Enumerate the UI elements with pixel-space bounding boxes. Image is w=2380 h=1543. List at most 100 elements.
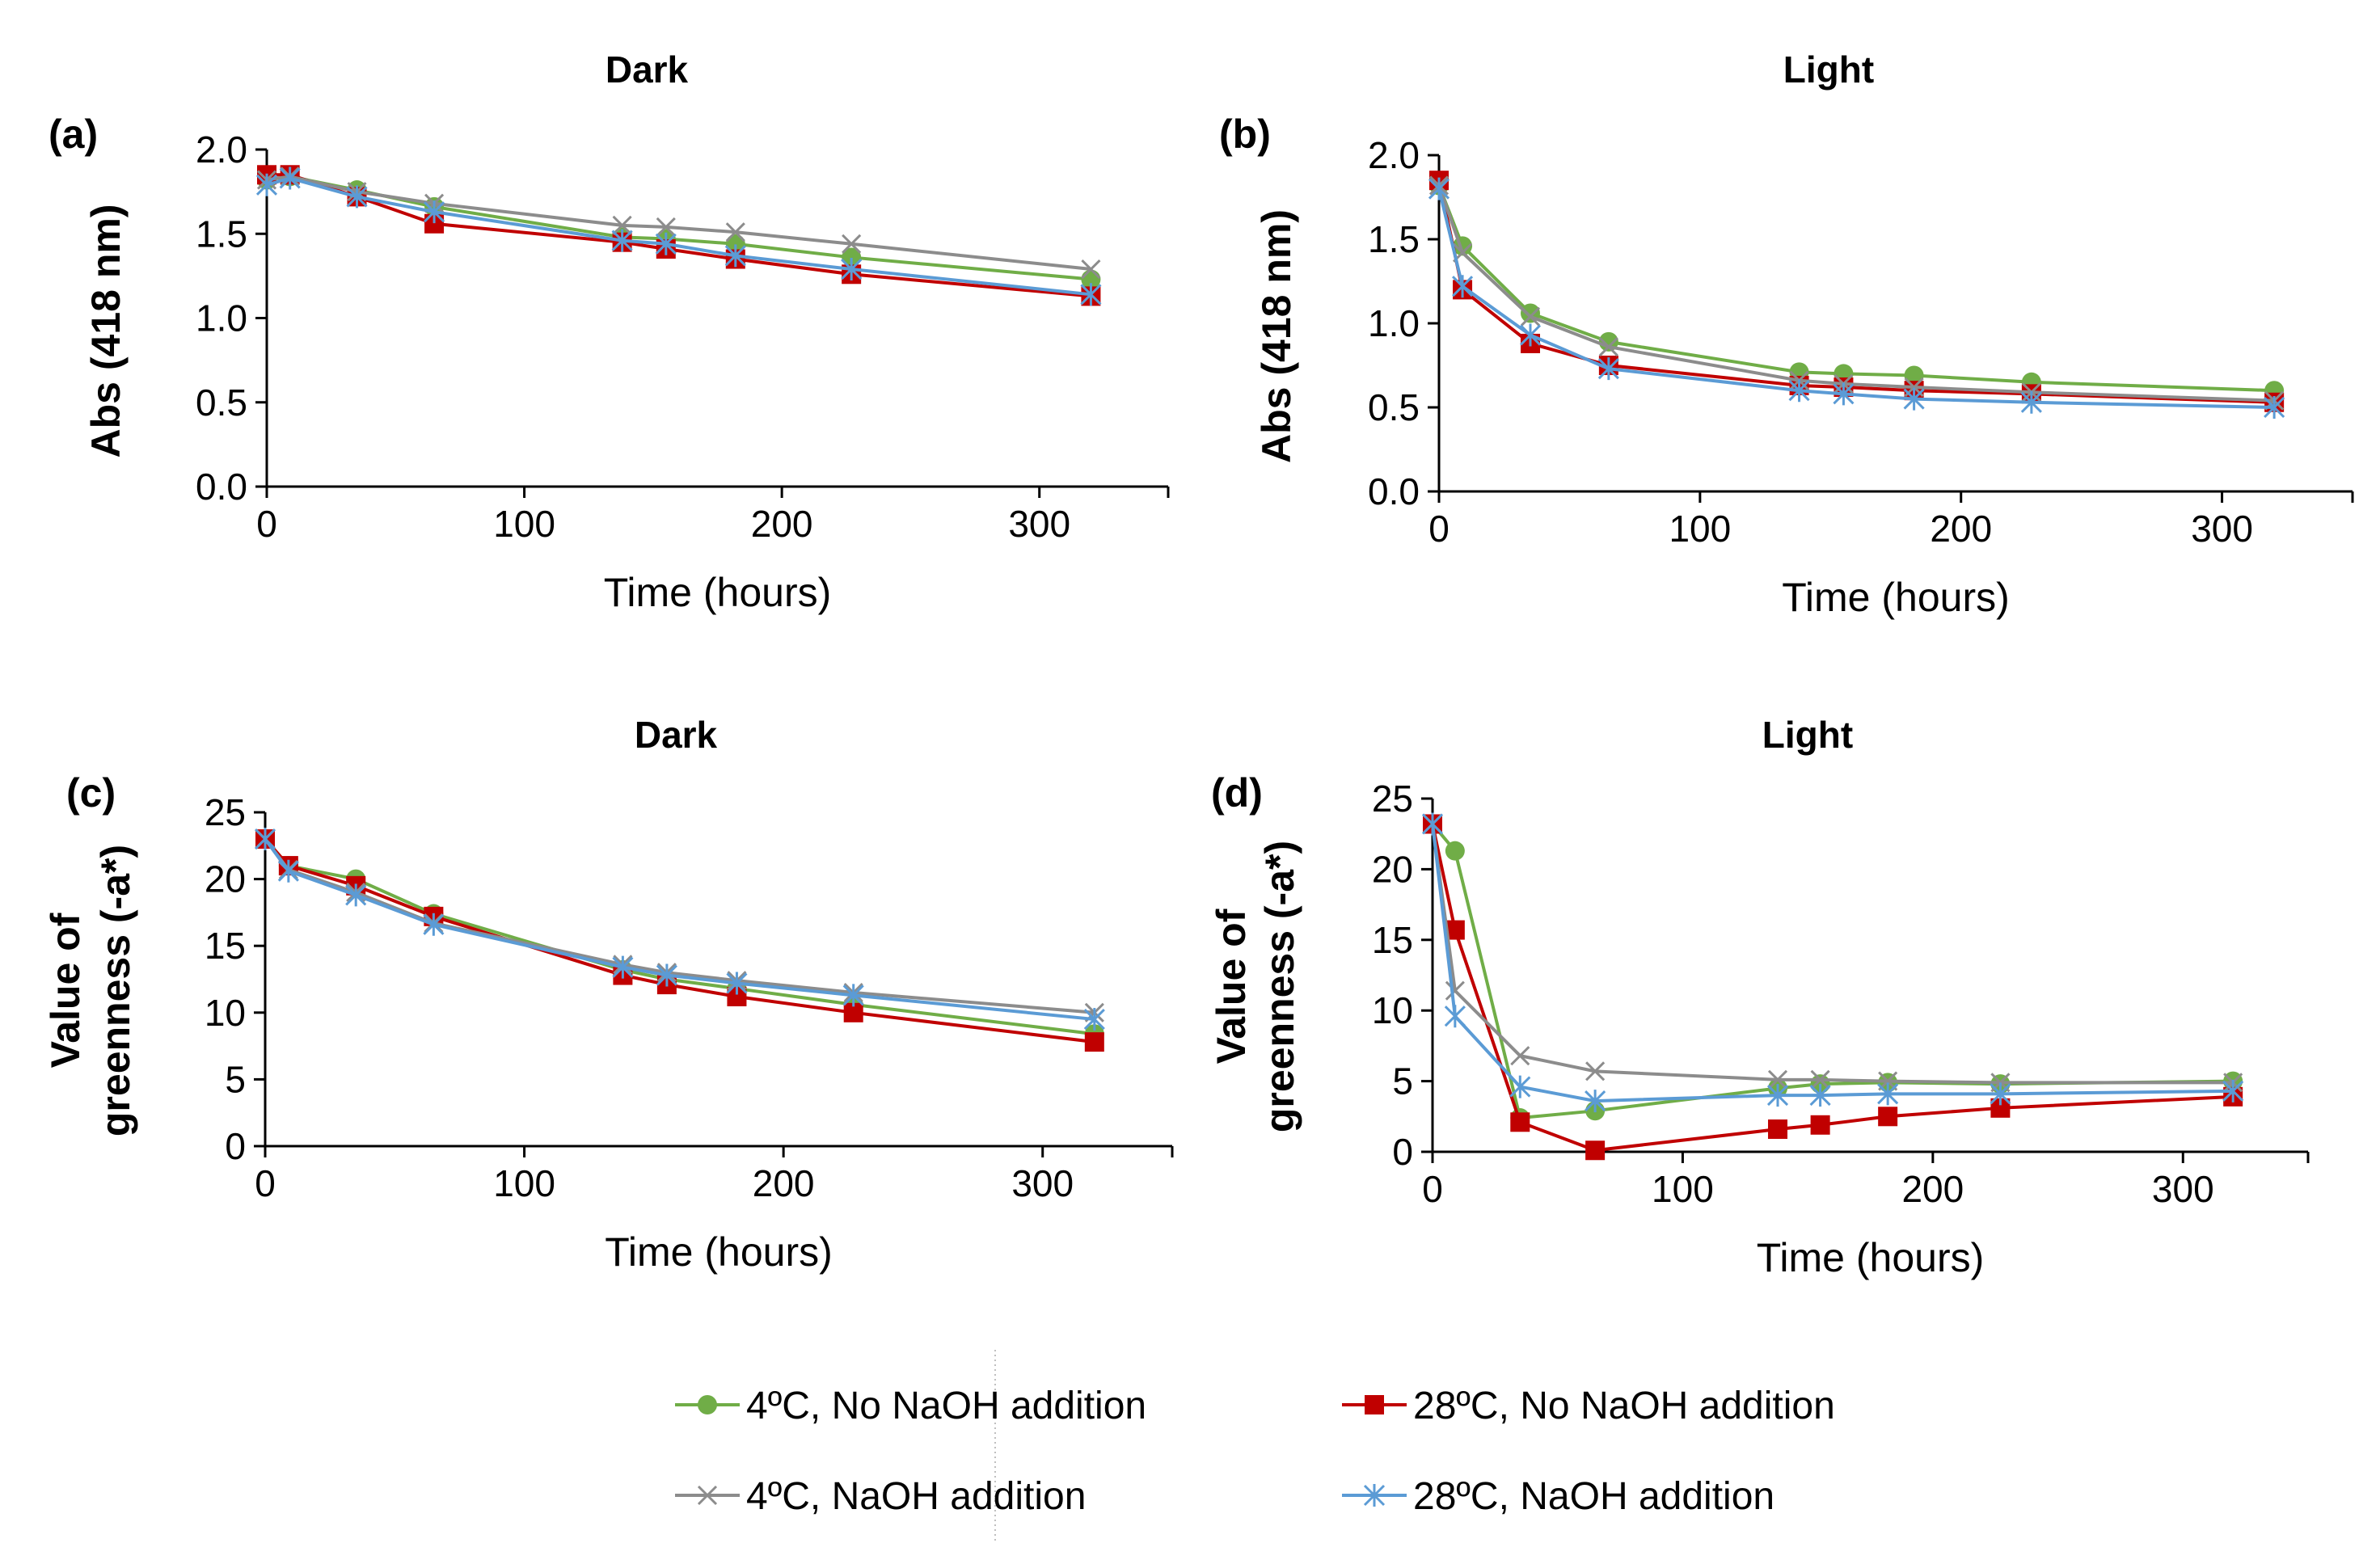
y-tick-label: 0 [1392,1131,1413,1173]
panel-c: 0 5 10 15 20 25 0 100 200 300 Dark (c) Time (hours) V… [43,714,1174,1275]
series-line [1437,184,2275,393]
series-3 [255,828,1104,1022]
data-point [1810,1115,1830,1135]
series-line [1431,824,2234,1103]
data-point [1585,1140,1606,1161]
series-line [1437,179,2275,404]
x-tick-label: 300 [1008,503,1070,545]
data-point [255,173,278,196]
x-axis-label: Time (hours) [604,570,832,615]
data-point [726,972,748,995]
data-point [725,222,745,242]
series-2 [1429,171,2285,412]
data-point [2222,1079,2244,1102]
data-point [1585,1061,1606,1081]
x-tick-label: 200 [751,503,813,545]
data-point [424,200,445,224]
x-tick-label: 0 [256,503,277,545]
data-point [1788,379,1810,403]
y-tick-label: 1.5 [196,213,247,255]
x-tick-label: 0 [255,1162,276,1204]
y-tick-label: 25 [205,791,246,833]
legend-label: 4ºC, NaOH addition [746,1475,1086,1518]
x-tick-label: 100 [493,1162,555,1204]
data-point [2264,396,2285,419]
data-point [1520,306,1541,327]
legend-label: 4ºC, No NaOH addition [746,1385,1146,1427]
data-point [724,244,746,268]
data-point [1421,812,1444,836]
series-4 [255,167,1102,306]
x-tick-label: 300 [2191,508,2253,550]
series-line [1431,824,2234,1153]
y-axis-label-line1: Value of [43,913,88,1068]
series-1 [1429,175,2285,401]
x-tick-label: 100 [493,503,555,545]
panel-b: 0.0 0.5 1.0 1.5 2.0 0 100 200 300 Light (b) Time (h… [1219,48,2354,620]
chart-title: Dark [606,48,689,91]
series-line [267,173,1091,298]
y-tick-label: 2.0 [1368,134,1420,176]
series-line [264,837,1095,1022]
data-point [1903,387,1925,411]
x-tick-label: 200 [1930,508,1992,550]
y-tick-label: 15 [1372,919,1413,961]
series-line [1431,824,2234,1085]
y-tick-label: 0.0 [1368,470,1420,512]
data-point [1585,1090,1606,1113]
data-point [655,232,677,255]
data-point [277,859,299,883]
y-axis-label: Abs (418 nm) [83,204,129,458]
x-tick-label: 200 [1901,1168,1964,1210]
data-point [1083,1008,1105,1031]
data-point [1768,1119,1788,1140]
y-tick-label: 1.5 [1368,218,1420,260]
series-2 [257,165,1101,306]
data-point [1833,382,1855,406]
y-tick-label: 0.5 [1368,386,1420,428]
data-point [1444,1005,1466,1028]
data-point [346,185,368,209]
x-tick-label: 0 [1422,1168,1443,1210]
data-point [1445,980,1465,1001]
legend-item: 28ºC, No NaOH addition [1342,1385,1835,1427]
legend-marker [697,1485,718,1506]
y-tick-label: 20 [205,858,246,900]
data-point [1519,323,1542,347]
y-tick-label: 2.0 [196,129,247,171]
data-point [656,217,676,237]
series-line [1437,184,2275,403]
legend-item: 4ºC, NaOH addition [675,1475,1086,1518]
y-tick-label: 0 [225,1125,246,1167]
series-line [266,175,1091,272]
data-point [1080,283,1102,306]
y-tick-label: 0.0 [196,466,247,508]
data-point [1445,841,1465,861]
y-axis-label-line2: greenness (-a*) [1257,841,1302,1132]
series-2 [1423,814,2243,1161]
y-tick-label: 1.0 [196,297,247,339]
data-point [842,984,864,1007]
data-point [423,913,445,936]
data-point [612,955,634,979]
chart-title: Dark [635,714,718,756]
data-point [1877,1082,1899,1106]
x-tick-label: 0 [1428,508,1450,550]
data-point [1084,1032,1104,1052]
data-point [841,258,863,281]
legend-item: 28ºC, NaOH addition [1342,1475,1774,1518]
data-point [612,215,632,235]
series-line [264,837,1095,1036]
series-3 [256,167,1101,280]
panel-label: (b) [1219,112,1271,157]
data-point [1904,365,1924,386]
data-point [1509,1075,1531,1098]
series-4 [1421,812,2244,1113]
series-4 [254,828,1105,1031]
x-tick-label: 200 [753,1162,815,1204]
data-point [1451,275,1474,298]
data-point [1598,337,1618,357]
series-line [264,837,1095,1044]
y-tick-label: 25 [1372,778,1413,820]
y-tick-label: 1.0 [1368,302,1420,344]
